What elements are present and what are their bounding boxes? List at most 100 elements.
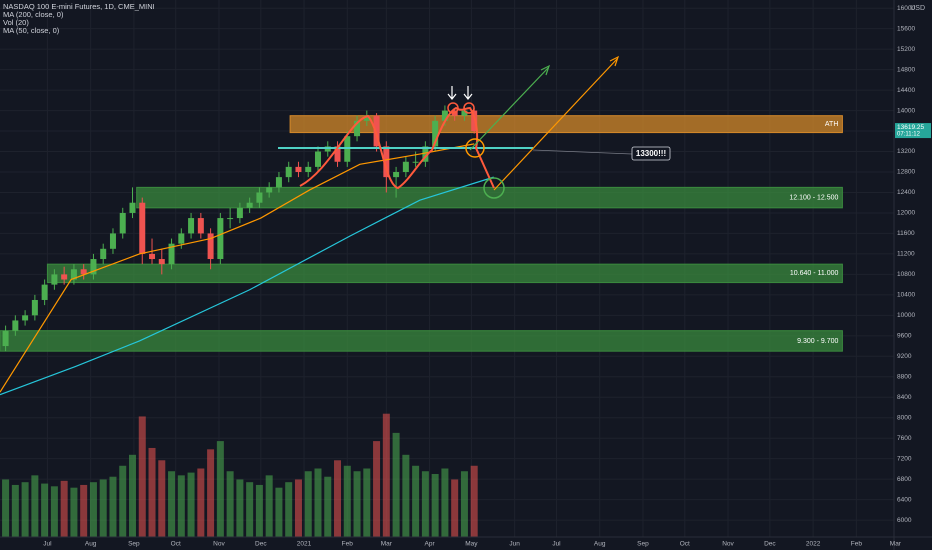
volume-bar bbox=[353, 471, 361, 537]
volume-bar bbox=[392, 432, 400, 537]
volume-bar bbox=[31, 475, 39, 537]
volume-bar bbox=[158, 460, 166, 537]
y-tick-label: 15600 bbox=[897, 25, 915, 32]
volume-bar bbox=[207, 449, 215, 537]
y-tick-label: 8000 bbox=[897, 414, 912, 421]
volume-bar bbox=[226, 471, 234, 537]
annotation: 13300!!! bbox=[636, 149, 666, 158]
volume-bar bbox=[343, 465, 351, 537]
volume-bar bbox=[60, 480, 68, 537]
candle-body bbox=[149, 253, 156, 260]
volume-bar bbox=[431, 473, 439, 537]
zone bbox=[289, 115, 843, 134]
candle-body bbox=[51, 274, 58, 285]
y-tick-label: 15200 bbox=[897, 46, 915, 53]
volume-bar bbox=[138, 416, 146, 537]
zone bbox=[0, 330, 843, 352]
candle-body bbox=[256, 192, 263, 203]
volume-bar bbox=[255, 484, 263, 537]
y-tick-label: 7600 bbox=[897, 435, 912, 442]
volume-bar bbox=[168, 471, 176, 537]
last-price: 13619.25 bbox=[897, 124, 924, 131]
circle bbox=[463, 102, 475, 114]
volume-bar bbox=[99, 479, 107, 537]
x-tick-label: Nov bbox=[722, 541, 734, 548]
candle-body bbox=[422, 146, 429, 162]
y-tick-label: 8400 bbox=[897, 394, 912, 401]
y-tick-label: 12400 bbox=[897, 189, 915, 196]
volume-bar bbox=[148, 447, 156, 537]
volume-bar bbox=[304, 471, 312, 537]
candle-body bbox=[61, 274, 68, 280]
candle-body bbox=[158, 259, 165, 265]
y-tick-label: 12800 bbox=[897, 169, 915, 176]
volume-bar bbox=[177, 475, 185, 537]
candle-body bbox=[100, 248, 107, 260]
candle-body bbox=[246, 202, 253, 208]
candle-body bbox=[168, 243, 175, 265]
volume-bar bbox=[412, 465, 420, 537]
volume-bar bbox=[50, 486, 58, 537]
candle-body bbox=[188, 218, 195, 234]
volume-bar bbox=[460, 471, 468, 537]
candle-body bbox=[109, 233, 116, 249]
chart-title: NASDAQ 100 E-mini Futures, 1D, CME_MINI bbox=[3, 2, 155, 11]
x-tick-label: Sep bbox=[637, 541, 649, 548]
candle-body bbox=[402, 161, 409, 173]
candle-body bbox=[197, 218, 204, 234]
candle-body bbox=[295, 166, 302, 173]
candle-body bbox=[334, 146, 341, 162]
candle-body bbox=[354, 120, 361, 137]
down-arrows bbox=[447, 86, 473, 100]
x-tick-label: Aug bbox=[594, 541, 606, 548]
volume-bar bbox=[11, 484, 19, 537]
x-tick-label: May bbox=[465, 541, 478, 548]
y-tick-label: 12000 bbox=[897, 210, 915, 217]
drawings bbox=[278, 55, 671, 199]
y-tick-label: 6000 bbox=[897, 517, 912, 524]
x-tick-label: Dec bbox=[255, 541, 267, 548]
y-tick-label: 9600 bbox=[897, 333, 912, 340]
volume bbox=[2, 413, 478, 537]
x-tick-label: Mar bbox=[890, 541, 902, 548]
volume-bar bbox=[285, 482, 293, 537]
candle-body bbox=[70, 269, 77, 280]
volume-bar bbox=[470, 465, 478, 537]
y-tick-label: 7200 bbox=[897, 455, 912, 462]
candle-body bbox=[207, 233, 214, 260]
x-tick-label: Aug bbox=[85, 541, 97, 548]
candle-body bbox=[275, 177, 282, 188]
volume-bar bbox=[324, 476, 332, 537]
candle-body bbox=[363, 115, 370, 121]
y-tick-label: 10400 bbox=[897, 292, 915, 299]
y-tick-label: 9200 bbox=[897, 353, 912, 360]
arrow bbox=[469, 67, 549, 151]
volume-bar bbox=[70, 487, 78, 537]
circle bbox=[447, 102, 459, 114]
x-tick-label: Jul bbox=[552, 541, 561, 548]
callout-box bbox=[631, 146, 671, 161]
candle-body bbox=[41, 284, 48, 300]
price-axis bbox=[894, 0, 932, 550]
volume-bar bbox=[41, 483, 49, 537]
volume-bar bbox=[441, 468, 449, 537]
x-tick-label: Oct bbox=[680, 541, 690, 548]
candles bbox=[2, 105, 478, 352]
price-label-box bbox=[895, 123, 931, 139]
volume-bar bbox=[314, 468, 322, 537]
x-tick-label: Dec bbox=[764, 541, 776, 548]
candle-body bbox=[305, 166, 312, 173]
x-tick-label: Nov bbox=[213, 541, 225, 548]
circle bbox=[465, 138, 485, 158]
volume-bar bbox=[402, 454, 410, 537]
candle-body bbox=[31, 299, 38, 316]
indicator: Vol (20) bbox=[3, 18, 29, 27]
y-tick-label: 6800 bbox=[897, 476, 912, 483]
candle-body bbox=[266, 187, 273, 193]
volume-bar bbox=[275, 487, 283, 537]
volume-bar bbox=[373, 441, 381, 537]
y-tick-label: 10000 bbox=[897, 312, 915, 319]
x-tick-label: Sep bbox=[128, 541, 140, 548]
